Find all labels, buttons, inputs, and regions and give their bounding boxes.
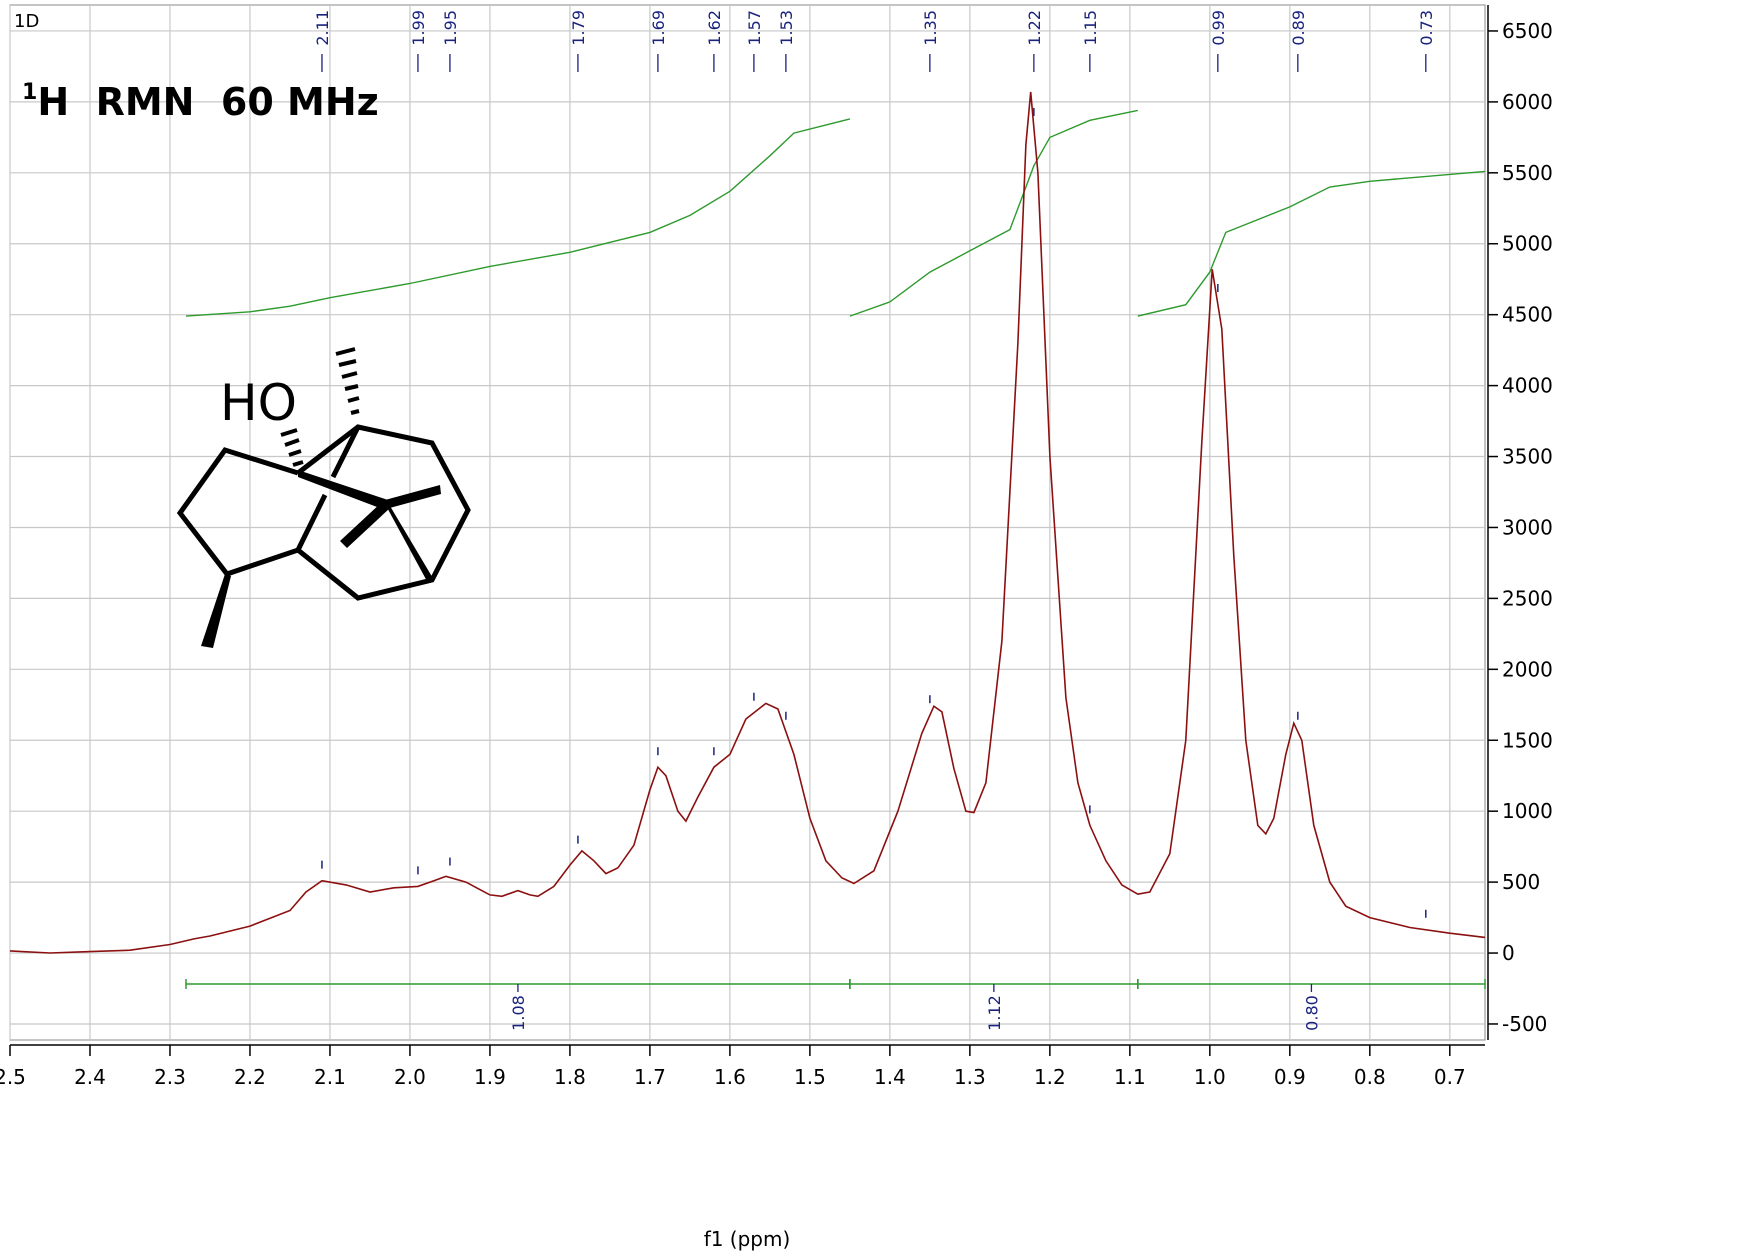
y-tick-label: 3500 xyxy=(1502,445,1553,469)
y-tick-label: 1000 xyxy=(1502,799,1553,823)
x-tick-label: 1.9 xyxy=(474,1065,506,1089)
y-tick-label: 4000 xyxy=(1502,374,1553,398)
x-tick-label: 1.7 xyxy=(634,1065,666,1089)
x-tick-label: 2.1 xyxy=(314,1065,346,1089)
peak-label: 1.22 xyxy=(1025,10,1044,46)
peak-label: 1.62 xyxy=(705,10,724,46)
wedge xyxy=(298,470,388,510)
integral-curve xyxy=(1137,170,1486,317)
spectrum-line xyxy=(9,91,1486,954)
wedge xyxy=(385,485,441,509)
integral-curve xyxy=(185,118,851,317)
peak-label: 0.89 xyxy=(1289,10,1308,46)
peak-label: 0.73 xyxy=(1417,10,1436,46)
peak-label: 0.99 xyxy=(1209,10,1228,46)
peak-label: 1.79 xyxy=(569,10,588,46)
peak-label: 1.35 xyxy=(921,10,940,46)
peak-label: 2.11 xyxy=(313,10,332,46)
y-tick-label: 0 xyxy=(1502,941,1515,965)
wedge xyxy=(340,502,390,548)
peak-label: 1.53 xyxy=(777,10,796,46)
y-tick-label: 2500 xyxy=(1502,586,1553,610)
x-tick-label: 0.7 xyxy=(1434,1065,1466,1089)
y-tick-label: 5000 xyxy=(1502,232,1553,256)
corner-label: 1D xyxy=(14,11,39,32)
y-tick-label: -500 xyxy=(1502,1012,1547,1036)
x-tick-label: 1.0 xyxy=(1194,1065,1226,1089)
wedge xyxy=(201,574,231,648)
x-tick-label: 2.2 xyxy=(234,1065,266,1089)
y-tick-label: 5500 xyxy=(1502,161,1553,185)
molecule: HO xyxy=(176,347,471,648)
x-tick-label: 1.1 xyxy=(1114,1065,1146,1089)
integral-curve xyxy=(849,109,1138,317)
x-tick-label: 1.5 xyxy=(794,1065,826,1089)
title-isotope: 1 xyxy=(22,80,37,105)
peak-label: 1.69 xyxy=(649,10,668,46)
integral-label: 1.12 xyxy=(985,995,1004,1031)
peak-label: 1.99 xyxy=(409,10,428,46)
bond xyxy=(330,425,361,479)
chart-title: 1H RMN 60 MHz xyxy=(22,80,379,124)
integral-label: 0.80 xyxy=(1302,995,1321,1031)
y-tick-label: 6500 xyxy=(1502,19,1553,43)
title-text: H RMN 60 MHz xyxy=(37,80,378,124)
wedge xyxy=(384,502,434,583)
y-tick-label: 2000 xyxy=(1502,657,1553,681)
hash-bond xyxy=(280,428,304,467)
bond xyxy=(295,493,328,552)
integral-label: 1.08 xyxy=(509,995,528,1031)
x-tick-label: 0.8 xyxy=(1354,1065,1386,1089)
x-tick-label: 0.9 xyxy=(1274,1065,1306,1089)
hash-bond xyxy=(335,347,360,415)
x-tick-label: 1.2 xyxy=(1034,1065,1066,1089)
x-tick-label: 2.0 xyxy=(394,1065,426,1089)
structure-label: HO xyxy=(220,374,297,432)
bond xyxy=(176,424,471,601)
x-tick-label: 1.8 xyxy=(554,1065,586,1089)
x-tick-label: 1.4 xyxy=(874,1065,906,1089)
x-tick-label: 2.4 xyxy=(74,1065,106,1089)
x-tick-label: 2.5 xyxy=(0,1065,26,1089)
y-tick-label: 3000 xyxy=(1502,515,1553,539)
grid xyxy=(9,5,1485,1040)
y-tick-label: 500 xyxy=(1502,870,1540,894)
x-tick-label: 2.3 xyxy=(154,1065,186,1089)
y-tick-label: 1500 xyxy=(1502,728,1553,752)
peak-label: 1.15 xyxy=(1081,10,1100,46)
peak-label: 1.95 xyxy=(441,10,460,46)
x-tick-label: 1.3 xyxy=(954,1065,986,1089)
x-axis-label: f1 (ppm) xyxy=(704,1227,791,1251)
peak-label: 1.57 xyxy=(745,10,764,46)
y-tick-label: 4500 xyxy=(1502,303,1553,327)
y-tick-label: 6000 xyxy=(1502,90,1553,114)
plot-frame xyxy=(9,4,1486,1041)
x-tick-label: 1.6 xyxy=(714,1065,746,1089)
